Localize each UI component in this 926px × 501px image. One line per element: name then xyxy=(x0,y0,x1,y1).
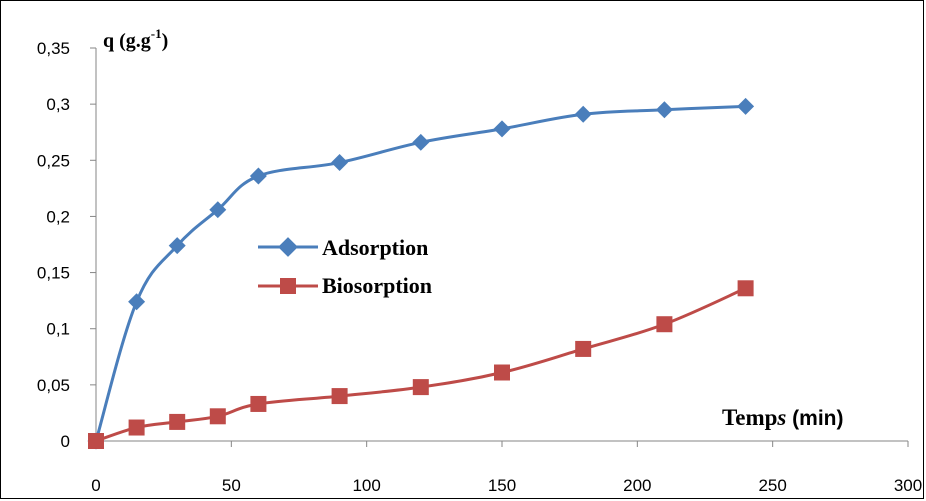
data-point-biosorption xyxy=(412,379,429,396)
data-point-biosorption xyxy=(331,388,348,405)
data-point-adsorption xyxy=(737,97,755,115)
legend-label-biosorption: Biosorption xyxy=(322,273,432,298)
y-tick-label: 0,15 xyxy=(37,264,70,283)
legend-label-adsorption: Adsorption xyxy=(322,235,428,260)
legend-item-adsorption: Adsorption xyxy=(258,235,428,260)
data-point-adsorption xyxy=(574,105,592,123)
data-point-adsorption xyxy=(128,293,146,311)
y-tick-label: 0,1 xyxy=(46,320,70,339)
legend-marker-biosorption xyxy=(280,278,296,294)
legend-item-biosorption: Biosorption xyxy=(258,273,432,298)
y-tick-label: 0,2 xyxy=(46,207,70,226)
data-point-adsorption xyxy=(655,101,673,119)
x-tick-label: 0 xyxy=(91,476,100,495)
x-tick-labels: 0 50 100 150 200 250 300 xyxy=(91,476,922,495)
x-tick-label: 300 xyxy=(894,476,922,495)
x-tick-label: 250 xyxy=(758,476,786,495)
data-point-adsorption xyxy=(493,120,511,138)
y-tick-label: 0,25 xyxy=(37,151,70,170)
data-point-biosorption xyxy=(128,419,145,436)
data-point-adsorption xyxy=(412,133,430,151)
y-axis-label: q (g.g-1) xyxy=(103,26,168,52)
data-point-biosorption xyxy=(250,395,267,412)
data-point-adsorption xyxy=(249,167,267,185)
data-point-adsorption xyxy=(168,237,186,255)
axes xyxy=(90,47,909,447)
y-tick-label: 0,3 xyxy=(46,95,70,114)
y-tick-label: 0,35 xyxy=(37,39,70,58)
x-tick-label: 150 xyxy=(488,476,516,495)
data-point-biosorption xyxy=(494,364,510,381)
data-point-biosorption xyxy=(575,340,592,357)
legend-marker-adsorption xyxy=(278,237,298,257)
data-point-biosorption xyxy=(169,413,186,430)
y-tick-label: 0,05 xyxy=(37,376,70,395)
y-tick-labels: 0 0,05 0,1 0,15 0,2 0,25 0,3 0,35 xyxy=(37,39,70,451)
data-point-biosorption xyxy=(88,433,104,449)
legend: Adsorption Biosorption xyxy=(258,235,432,298)
series-line-biosorption xyxy=(95,286,747,443)
data-point-biosorption xyxy=(737,280,754,297)
data-point-adsorption xyxy=(209,201,227,219)
x-tick-label: 100 xyxy=(352,476,380,495)
data-point-biosorption xyxy=(656,316,673,333)
x-axis-label: Temps (min) xyxy=(722,405,844,430)
data-point-biosorption xyxy=(209,408,226,425)
x-tick-label: 200 xyxy=(623,476,651,495)
x-tick-label: 50 xyxy=(222,476,241,495)
data-point-adsorption xyxy=(331,154,349,172)
y-tick-label: 0 xyxy=(61,432,70,451)
series-layer xyxy=(87,97,755,450)
